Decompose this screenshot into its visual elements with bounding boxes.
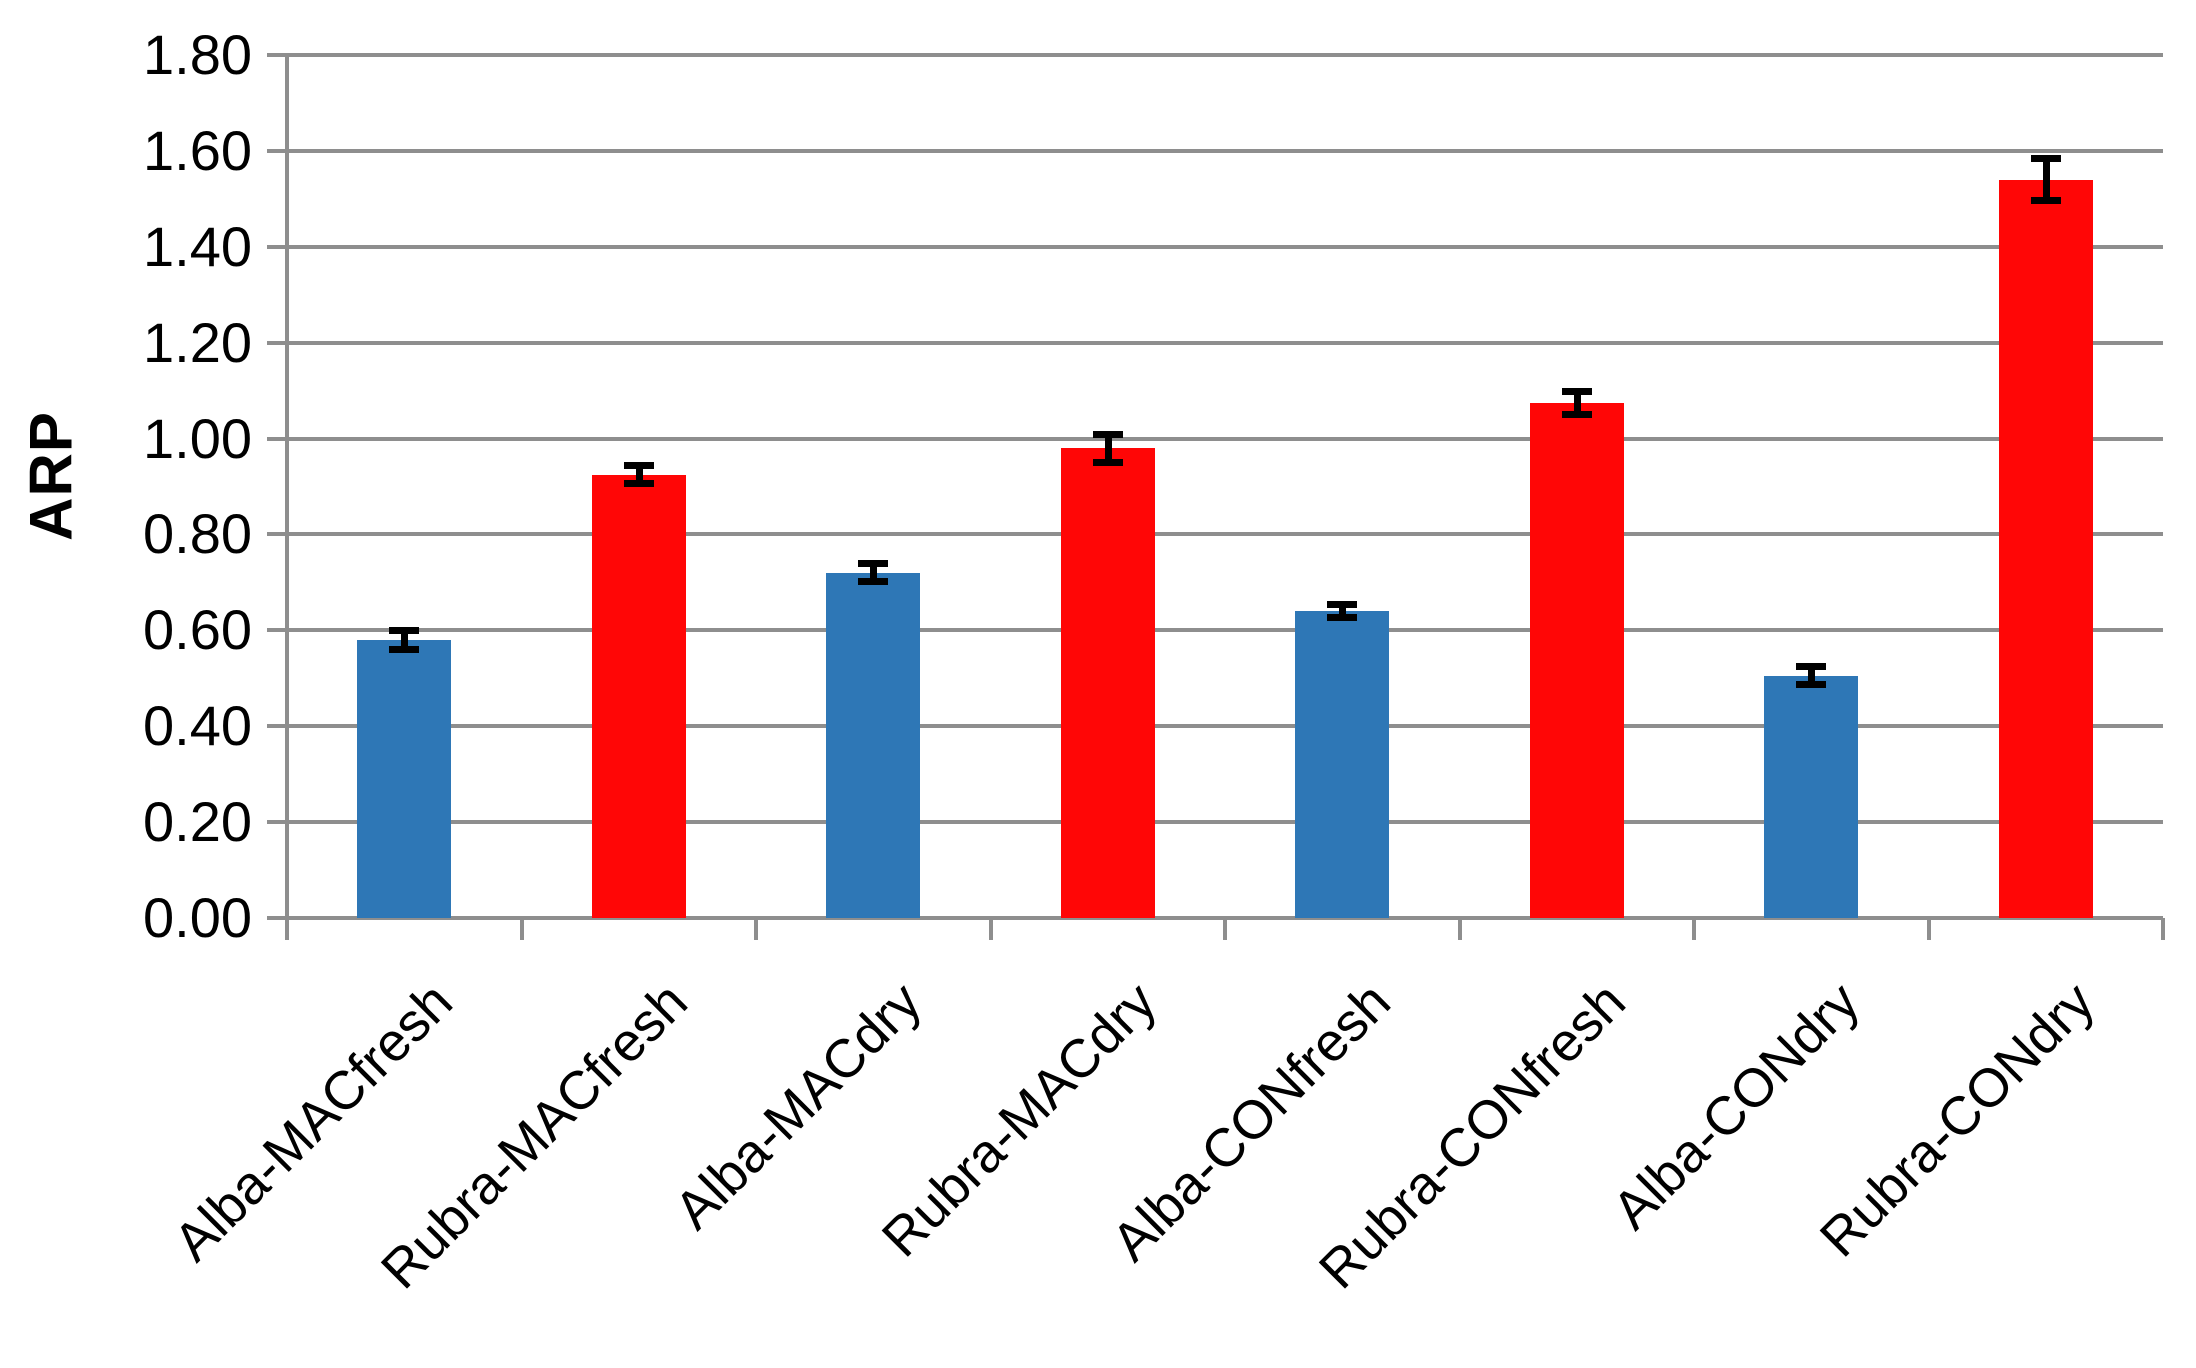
y-axis-tick (267, 724, 287, 728)
error-bar-cap-top (1093, 431, 1123, 438)
gridline (287, 437, 2163, 441)
y-tick-label: 1.60 (143, 119, 252, 182)
gridline (287, 724, 2163, 728)
x-axis-tick (1458, 918, 1462, 940)
x-axis-tick (754, 918, 758, 940)
x-axis-tick (989, 918, 993, 940)
x-axis-tick (285, 918, 289, 940)
y-tick-label: 0.60 (143, 598, 252, 661)
bar-Rubra-MACfresh (592, 475, 686, 918)
error-bar-cap-top (389, 627, 419, 634)
error-bar-cap-bottom (858, 578, 888, 585)
bar-Rubra-CONfresh (1530, 403, 1624, 918)
bar-Rubra-CONdry (1999, 180, 2093, 918)
y-tick-label: 1.00 (143, 407, 252, 470)
error-bar-stem (2043, 158, 2050, 201)
error-bar-cap-top (858, 560, 888, 567)
error-bar-stem (1574, 391, 1581, 415)
error-bar-cap-bottom (624, 480, 654, 487)
x-axis-tick (1927, 918, 1931, 940)
error-bar-cap-bottom (1093, 459, 1123, 466)
error-bar-cap-top (1796, 663, 1826, 670)
y-axis-tick (267, 53, 287, 57)
error-bar-cap-top (624, 462, 654, 469)
bar-Rubra-MACdry (1061, 448, 1155, 918)
gridline (287, 341, 2163, 345)
gridline (287, 820, 2163, 824)
y-axis-tick (267, 628, 287, 632)
bar-Alba-CONfresh (1295, 611, 1389, 918)
error-bar-cap-bottom (1796, 681, 1826, 688)
gridline (287, 532, 2163, 536)
y-axis-tick (267, 820, 287, 824)
x-axis-tick (520, 918, 524, 940)
bar-Alba-MACdry (826, 573, 920, 918)
y-axis-tick (267, 437, 287, 441)
bar-Alba-MACfresh (357, 640, 451, 918)
error-bar-stem (1808, 666, 1815, 685)
x-axis-tick (1223, 918, 1227, 940)
gridline (287, 53, 2163, 57)
error-bar-cap-bottom (389, 646, 419, 653)
error-bar-cap-bottom (2031, 197, 2061, 204)
y-axis-tick (267, 149, 287, 153)
error-bar-cap-top (2031, 155, 2061, 162)
error-bar-stem (1105, 434, 1112, 463)
x-axis-tick (1692, 918, 1696, 940)
y-tick-label: 1.80 (143, 23, 252, 86)
y-tick-label: 0.40 (143, 694, 252, 757)
error-bar-stem (870, 563, 877, 582)
y-tick-label: 1.20 (143, 311, 252, 374)
y-tick-label: 0.20 (143, 790, 252, 853)
gridline (287, 149, 2163, 153)
x-axis-label: Alba-CONdry (1601, 971, 1871, 1241)
error-bar-cap-bottom (1562, 411, 1592, 418)
error-bar-cap-top (1327, 601, 1357, 608)
y-tick-label: 0.00 (143, 886, 252, 949)
error-bar-cap-top (1562, 388, 1592, 395)
y-tick-label: 0.80 (143, 502, 252, 565)
x-axis-label: Alba-MACdry (663, 971, 933, 1241)
error-bar-stem (401, 630, 408, 649)
gridline (287, 628, 2163, 632)
gridline (287, 245, 2163, 249)
y-axis-tick (267, 341, 287, 345)
y-tick-label: 1.40 (143, 215, 252, 278)
error-bar-cap-bottom (1327, 614, 1357, 621)
x-axis-line (267, 916, 2163, 920)
x-axis-tick (2161, 918, 2165, 940)
error-bar-stem (1339, 604, 1346, 618)
y-axis-tick (267, 245, 287, 249)
error-bar-stem (636, 465, 643, 484)
bar-Alba-CONdry (1764, 676, 1858, 918)
y-axis-line (285, 55, 289, 940)
y-axis-tick (267, 532, 287, 536)
